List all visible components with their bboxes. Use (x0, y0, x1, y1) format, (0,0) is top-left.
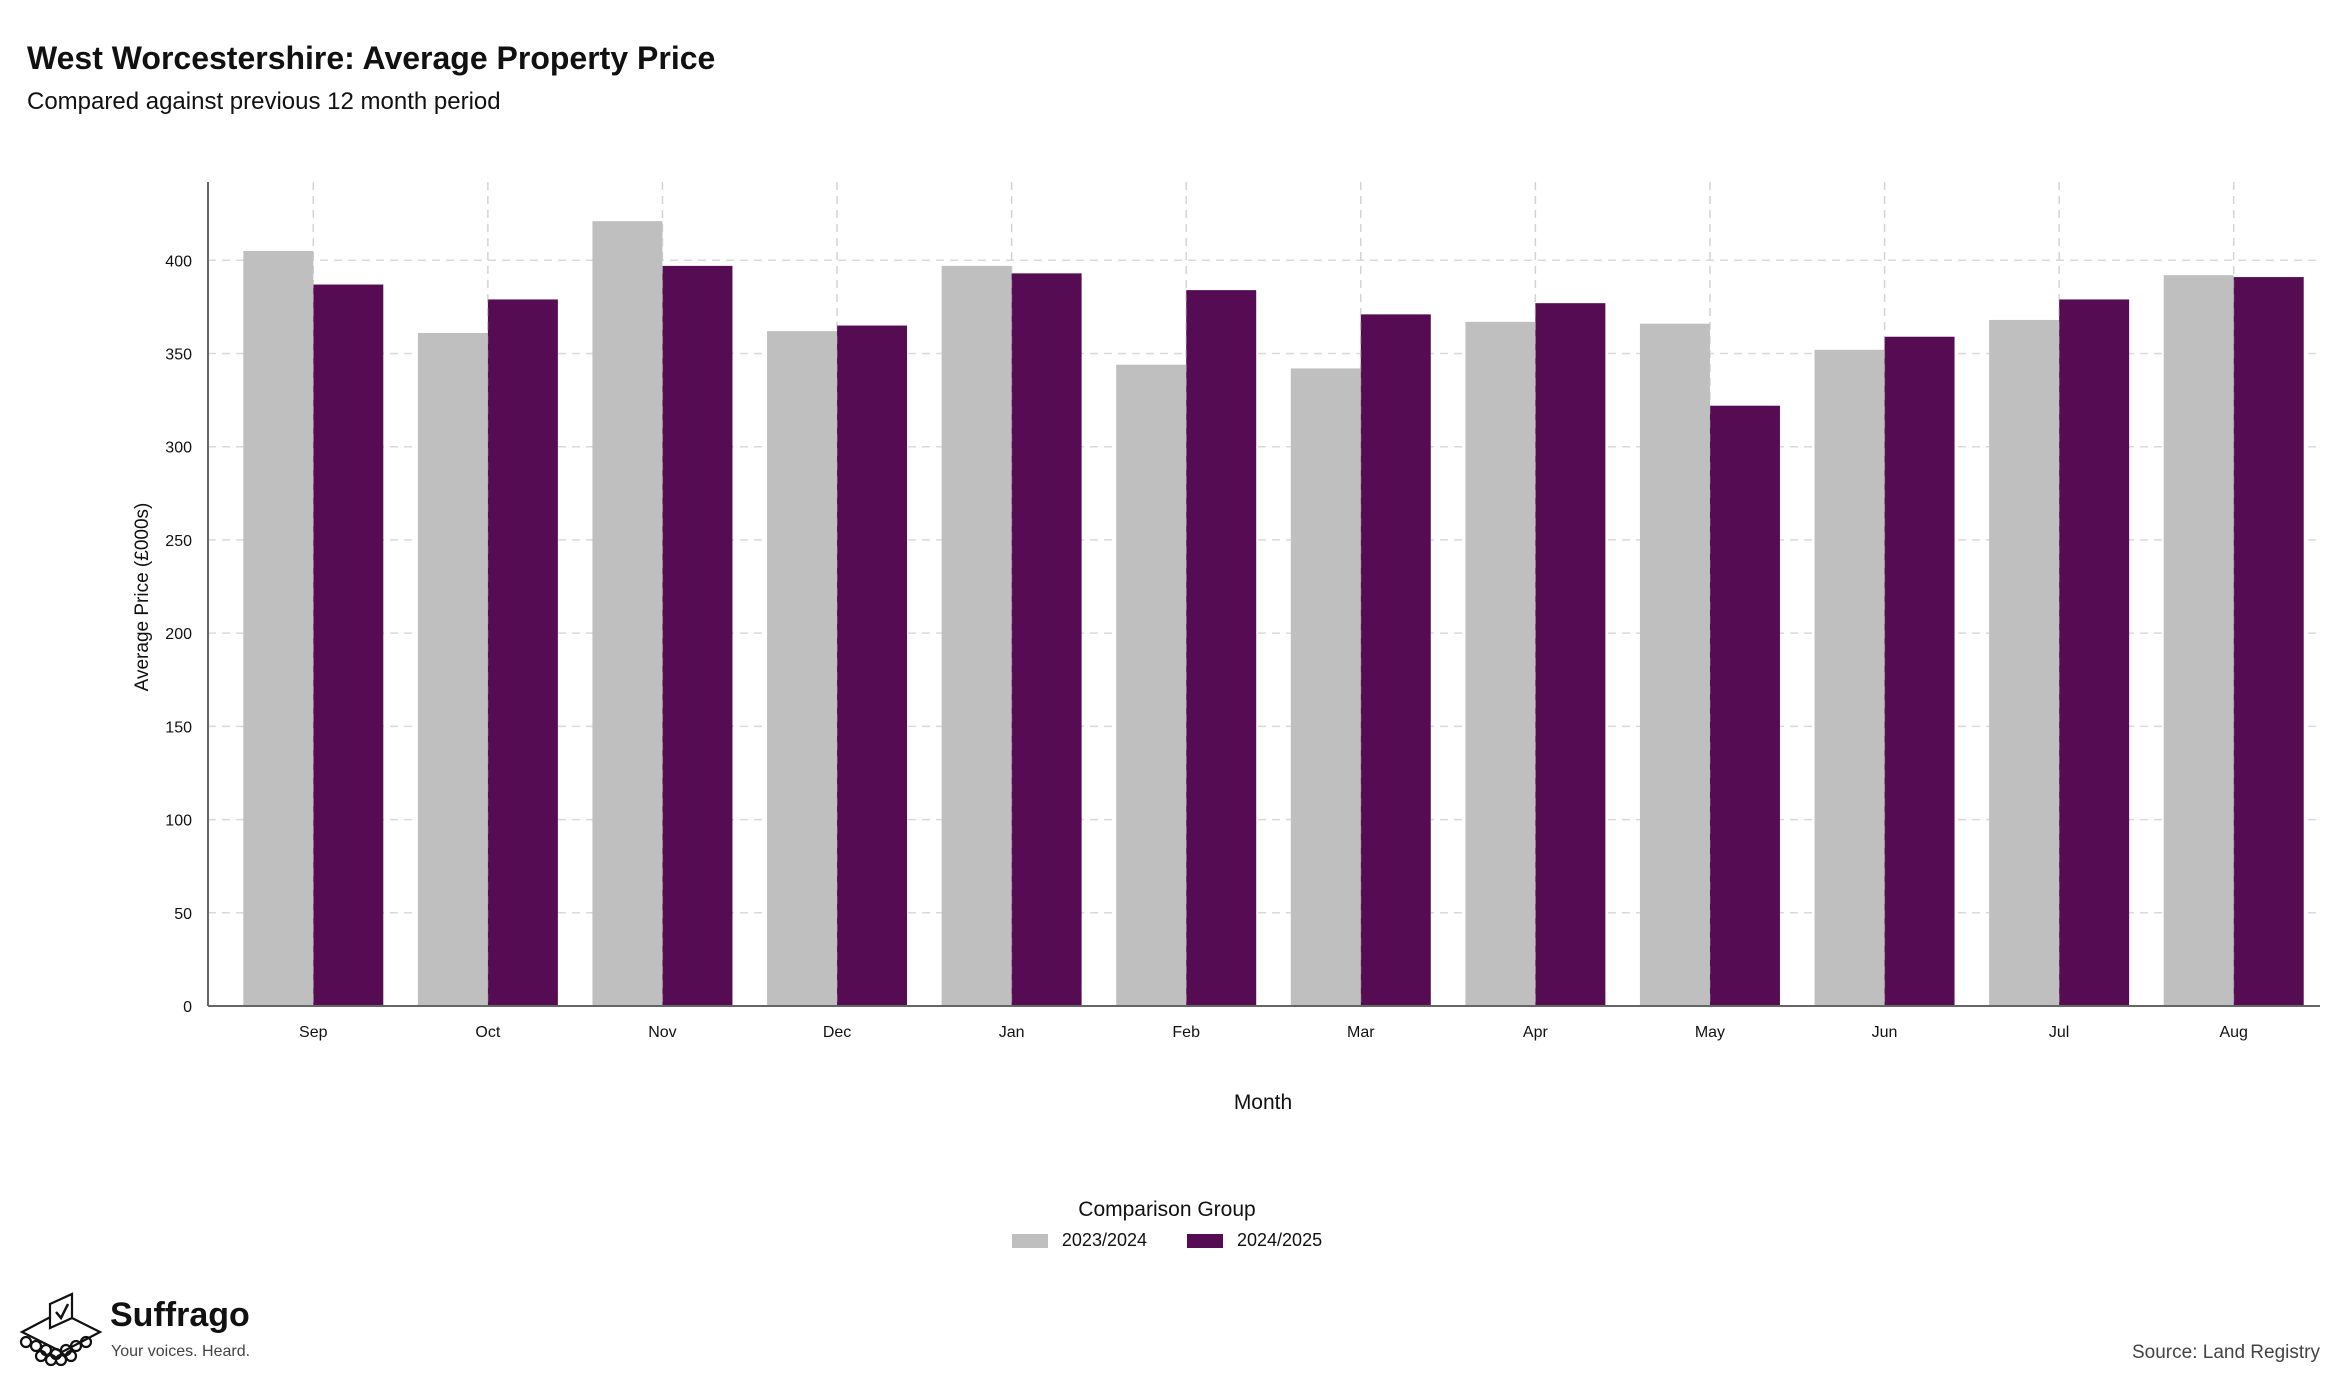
x-tick-label: Jun (1872, 1024, 1898, 1041)
x-tick-label: Jul (2049, 1024, 2069, 1041)
y-tick-label: 200 (165, 626, 192, 643)
y-tick-label: 0 (183, 999, 192, 1016)
legend-swatch (1187, 1233, 1223, 1248)
bar-2024-2025-feb (1186, 290, 1257, 1006)
x-tick-label: May (1695, 1024, 1725, 1041)
y-tick-label: 350 (165, 347, 192, 364)
bar-2024-2025-apr (1535, 303, 1606, 1006)
bar-2023-2024-jul (1989, 319, 2060, 1007)
bar-2023-2024-aug (2163, 275, 2234, 1007)
y-tick-label: 100 (165, 813, 192, 830)
x-tick-label: Dec (823, 1024, 851, 1041)
bar-2024-2025-dec (837, 325, 908, 1007)
x-tick-label: Apr (1523, 1024, 1549, 1041)
y-axis-label: Average Price (£000s) (132, 503, 153, 692)
y-tick-label: 150 (165, 719, 192, 736)
x-tick-label: Feb (1172, 1024, 1200, 1041)
bar-2024-2025-may (1709, 405, 1780, 1006)
bar-2024-2025-jul (2059, 299, 2130, 1006)
x-tick-label: Aug (2219, 1024, 2247, 1041)
legend: Comparison Group 2023/2024 2024/2025 (0, 1198, 2334, 1253)
bar-2023-2024-may (1639, 323, 1710, 1007)
bar-2024-2025-aug (2233, 277, 2304, 1007)
chart-subtitle: Compared against previous 12 month perio… (27, 88, 501, 115)
legend-swatch (1011, 1233, 1048, 1248)
bar-2024-2025-sep (313, 284, 384, 1006)
x-tick-label: Nov (648, 1024, 676, 1041)
axes: 0 50 100 150 200 250 300 350 400 Sep Oct Nov Dec Jan F… (165, 182, 2320, 1041)
source-note: Source: Land Registry (2132, 1342, 2320, 1363)
x-tick-label: Sep (299, 1024, 328, 1041)
y-tick-label: 300 (165, 440, 192, 457)
bar-2024-2025-oct (487, 299, 558, 1006)
x-tick-label: Jan (999, 1024, 1025, 1041)
bar-2023-2024-sep (243, 250, 314, 1007)
legend-title: Comparison Group (1078, 1198, 1256, 1221)
brand-tagline: Your voices. Heard. (111, 1343, 251, 1360)
bar-2024-2025-nov (662, 265, 733, 1007)
x-tick-label: Mar (1347, 1024, 1375, 1041)
bar-2024-2025-mar (1360, 314, 1431, 1006)
bar-2023-2024-jan (941, 265, 1012, 1007)
y-tick-label: 250 (165, 533, 192, 550)
bar-2024-2025-jun (1884, 336, 1955, 1006)
legend-item-2024-2025: 2024/2025 (1187, 1230, 1322, 1251)
bar-2024-2025-jan (1011, 273, 1082, 1007)
bar-2023-2024-mar (1290, 368, 1361, 1006)
legend-items: 2023/2024 2024/2025 (1011, 1230, 1322, 1251)
bar-2023-2024-jun (1814, 349, 1885, 1006)
legend-label: 2024/2025 (1237, 1230, 1323, 1250)
bar-2023-2024-dec (767, 331, 838, 1006)
x-tick-label: Oct (475, 1024, 500, 1041)
chart-title: West Worcestershire: Average Property Pr… (27, 40, 716, 76)
y-tick-label: 400 (165, 253, 192, 270)
x-axis-label: Month (1234, 1091, 1292, 1114)
bars (243, 182, 2304, 1007)
bar-2023-2024-apr (1465, 321, 1536, 1007)
bar-2023-2024-oct (417, 333, 488, 1006)
y-tick-label: 50 (174, 906, 192, 923)
legend-label: 2023/2024 (1061, 1230, 1147, 1250)
legend-item-2023-2024: 2023/2024 (1011, 1230, 1147, 1251)
bar-2023-2024-nov (592, 221, 663, 1007)
bar-chart: 0 50 100 150 200 250 300 350 400 Sep Oct Nov Dec Jan F… (132, 182, 2320, 1114)
brand-name: Suffrago (110, 1296, 250, 1334)
bar-2023-2024-feb (1116, 364, 1187, 1006)
suffrago-logo-icon (19, 1292, 103, 1367)
